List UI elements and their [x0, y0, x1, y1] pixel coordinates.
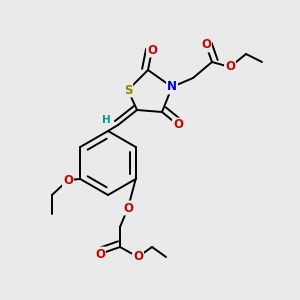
Text: H: H	[102, 115, 110, 125]
Text: O: O	[147, 44, 157, 56]
Text: O: O	[225, 61, 235, 74]
Text: O: O	[123, 202, 133, 214]
Text: O: O	[173, 118, 183, 131]
Text: O: O	[95, 248, 105, 260]
Text: S: S	[124, 83, 132, 97]
Text: O: O	[133, 250, 143, 263]
Text: O: O	[201, 38, 211, 52]
Text: O: O	[63, 173, 73, 187]
Text: N: N	[167, 80, 177, 94]
